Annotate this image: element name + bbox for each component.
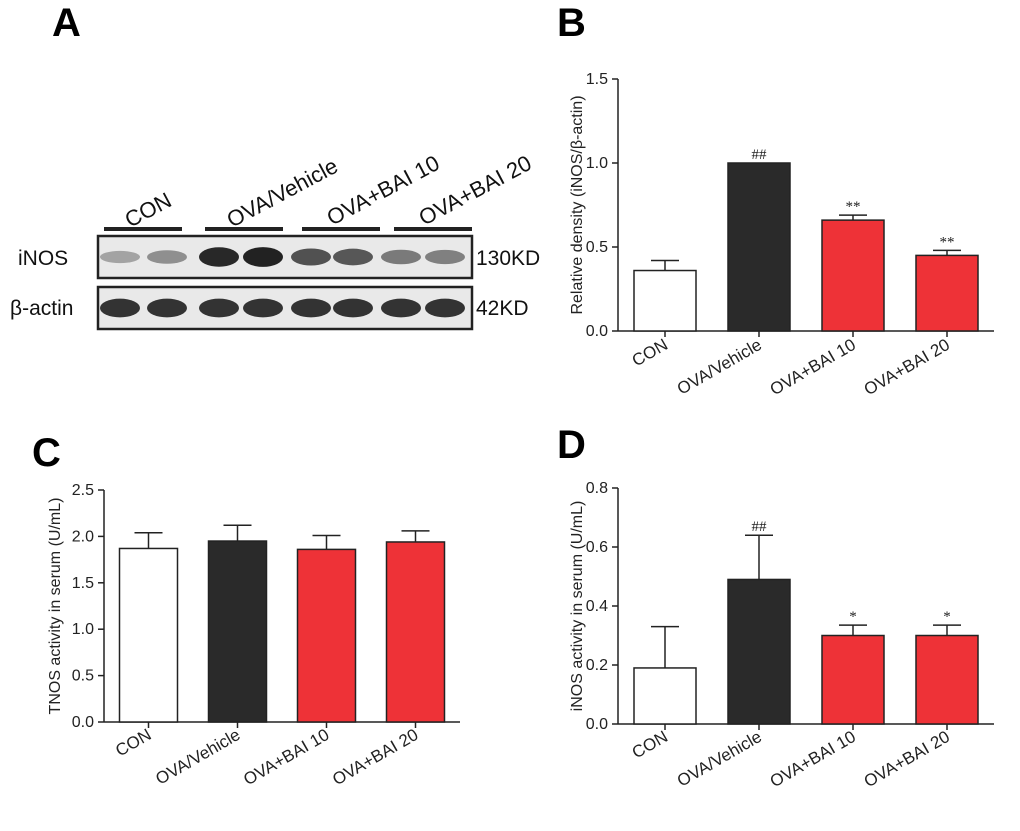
wb-band	[199, 298, 239, 318]
wb-band	[199, 247, 239, 267]
chart-c: 0.0 0.5 1.0 1.5 2.0 2.5 TNOS activity in serum…	[47, 482, 460, 789]
bar	[727, 578, 791, 725]
bar	[118, 547, 179, 723]
x-tick-label: CON	[629, 335, 671, 370]
wb-group-vehicle: OVA/Vehicle	[223, 153, 342, 232]
x-tick-label: OVA/Vehicle	[674, 727, 765, 791]
y-tick-label: 0.2	[586, 657, 608, 674]
y-axis-label: Relative density (iNOS/β-actin)	[569, 95, 586, 314]
bar	[915, 254, 979, 332]
wb-group-con: CON	[121, 187, 176, 232]
x-tick-label: CON	[629, 727, 671, 762]
wb-bands-inos	[100, 247, 465, 267]
wb-band	[381, 249, 421, 265]
bar	[915, 634, 979, 725]
y-tick-label: 0.5	[72, 668, 94, 685]
wb-band	[425, 249, 465, 265]
x-tick-label: OVA/Vehicle	[152, 725, 243, 789]
wb-label-inos: iNOS	[18, 247, 68, 270]
wb-band	[333, 298, 373, 318]
wb-bands-actin	[100, 298, 465, 318]
x-tick-label: OVA+BAI 20	[329, 725, 421, 789]
bar	[821, 634, 885, 725]
panel-letter-d: D	[557, 423, 586, 467]
bar	[296, 548, 357, 723]
wb-band	[291, 298, 331, 318]
wb-band	[147, 298, 187, 318]
bar	[207, 540, 268, 723]
bar	[385, 541, 446, 723]
wb-band	[333, 248, 373, 266]
x-tick-label: OVA+BAI 10	[767, 335, 859, 399]
x-tick-label: OVA+BAI 20	[861, 727, 953, 791]
y-tick-label: 0.4	[586, 598, 608, 615]
y-tick-label: 1.0	[72, 621, 94, 638]
significance-mark: ##	[752, 147, 768, 163]
wb-group-bar-vehicle	[205, 227, 283, 231]
western-blot: CON OVA/Vehicle OVA+BAI 10 OVA+BAI 20 iN…	[10, 150, 540, 331]
bar	[633, 667, 697, 725]
panel-letter-b: B	[557, 1, 586, 45]
wb-band	[381, 298, 421, 318]
wb-band	[147, 250, 187, 264]
wb-band	[243, 247, 283, 267]
bar	[821, 219, 885, 332]
wb-size-actin: 42KD	[476, 297, 529, 320]
x-tick-label: CON	[112, 725, 154, 760]
y-tick-label: 2.0	[72, 528, 94, 545]
panel-letter-a: A	[52, 1, 81, 45]
wb-band	[425, 298, 465, 318]
y-tick-label: 1.0	[586, 155, 608, 172]
bar	[633, 269, 697, 332]
y-tick-label: 0.5	[586, 239, 608, 256]
wb-group-bar-bai20	[394, 227, 472, 231]
y-axis-label: iNOS activity in serum (U/mL)	[569, 501, 586, 712]
y-axis-label: TNOS activity in serum (U/mL)	[47, 498, 64, 715]
y-tick-label: 0.0	[586, 323, 608, 340]
x-tick-label: OVA+BAI 20	[861, 335, 953, 399]
y-tick-label: 0.6	[586, 539, 608, 556]
wb-group-bar-bai10	[302, 227, 380, 231]
significance-mark: **	[940, 234, 955, 250]
y-tick-label: 0.0	[72, 714, 94, 731]
y-tick-label: 2.5	[72, 482, 94, 499]
x-tick-label: OVA+BAI 10	[767, 727, 859, 791]
wb-band	[100, 298, 140, 318]
y-tick-label: 1.5	[72, 575, 94, 592]
y-tick-label: 1.5	[586, 71, 608, 88]
significance-mark: **	[846, 199, 861, 215]
panel-letter-c: C	[32, 431, 61, 475]
significance-mark: *	[943, 609, 951, 625]
wb-group-bar-con	[104, 227, 182, 231]
x-tick-label: OVA/Vehicle	[674, 335, 765, 399]
wb-band	[291, 248, 331, 266]
bar	[727, 162, 791, 332]
wb-band	[100, 250, 140, 264]
y-tick-label: 0.8	[586, 480, 608, 497]
significance-mark: ##	[752, 519, 768, 535]
wb-size-inos: 130KD	[476, 247, 540, 270]
significance-mark: *	[849, 609, 857, 625]
x-tick-label: OVA+BAI 10	[240, 725, 332, 789]
y-tick-label: 0.0	[586, 716, 608, 733]
wb-label-actin: β-actin	[10, 297, 73, 320]
wb-band	[243, 298, 283, 318]
